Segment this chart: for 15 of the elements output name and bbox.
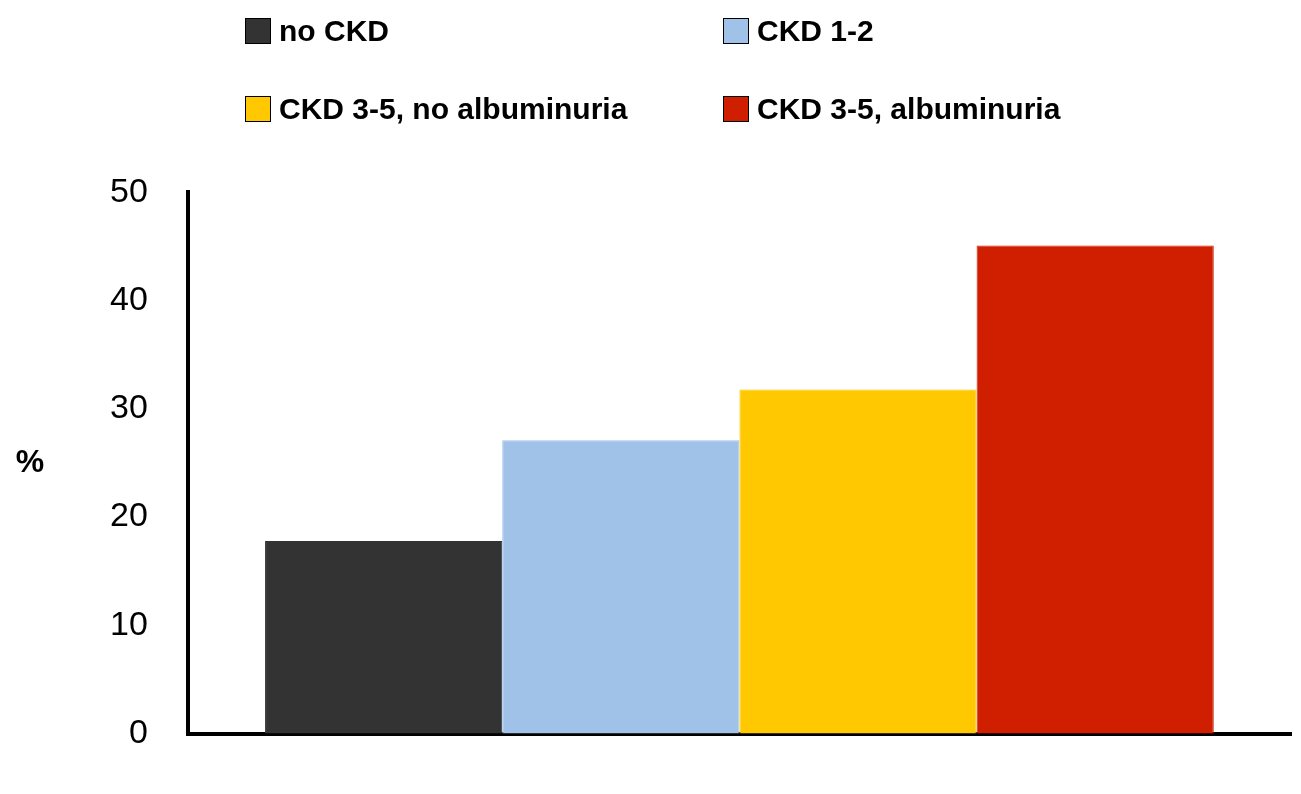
y-tick-label: 40 <box>109 279 148 318</box>
bar <box>502 440 740 734</box>
legend-label: CKD 3-5, albuminuria <box>757 92 1061 126</box>
legend-label: CKD 1-2 <box>757 14 874 48</box>
bar <box>976 245 1214 734</box>
legend-label: CKD 3-5, no albuminuria <box>279 92 628 126</box>
y-tick-label: 50 <box>109 170 148 209</box>
bar <box>265 540 503 734</box>
y-tick-label: 20 <box>109 495 148 534</box>
y-axis-title: % <box>15 442 45 479</box>
legend-label: no CKD <box>279 14 389 48</box>
y-tick-label: 0 <box>128 711 148 750</box>
y-tick-label: 30 <box>109 387 148 426</box>
y-tick-label: 10 <box>109 603 148 642</box>
bar <box>739 389 977 734</box>
